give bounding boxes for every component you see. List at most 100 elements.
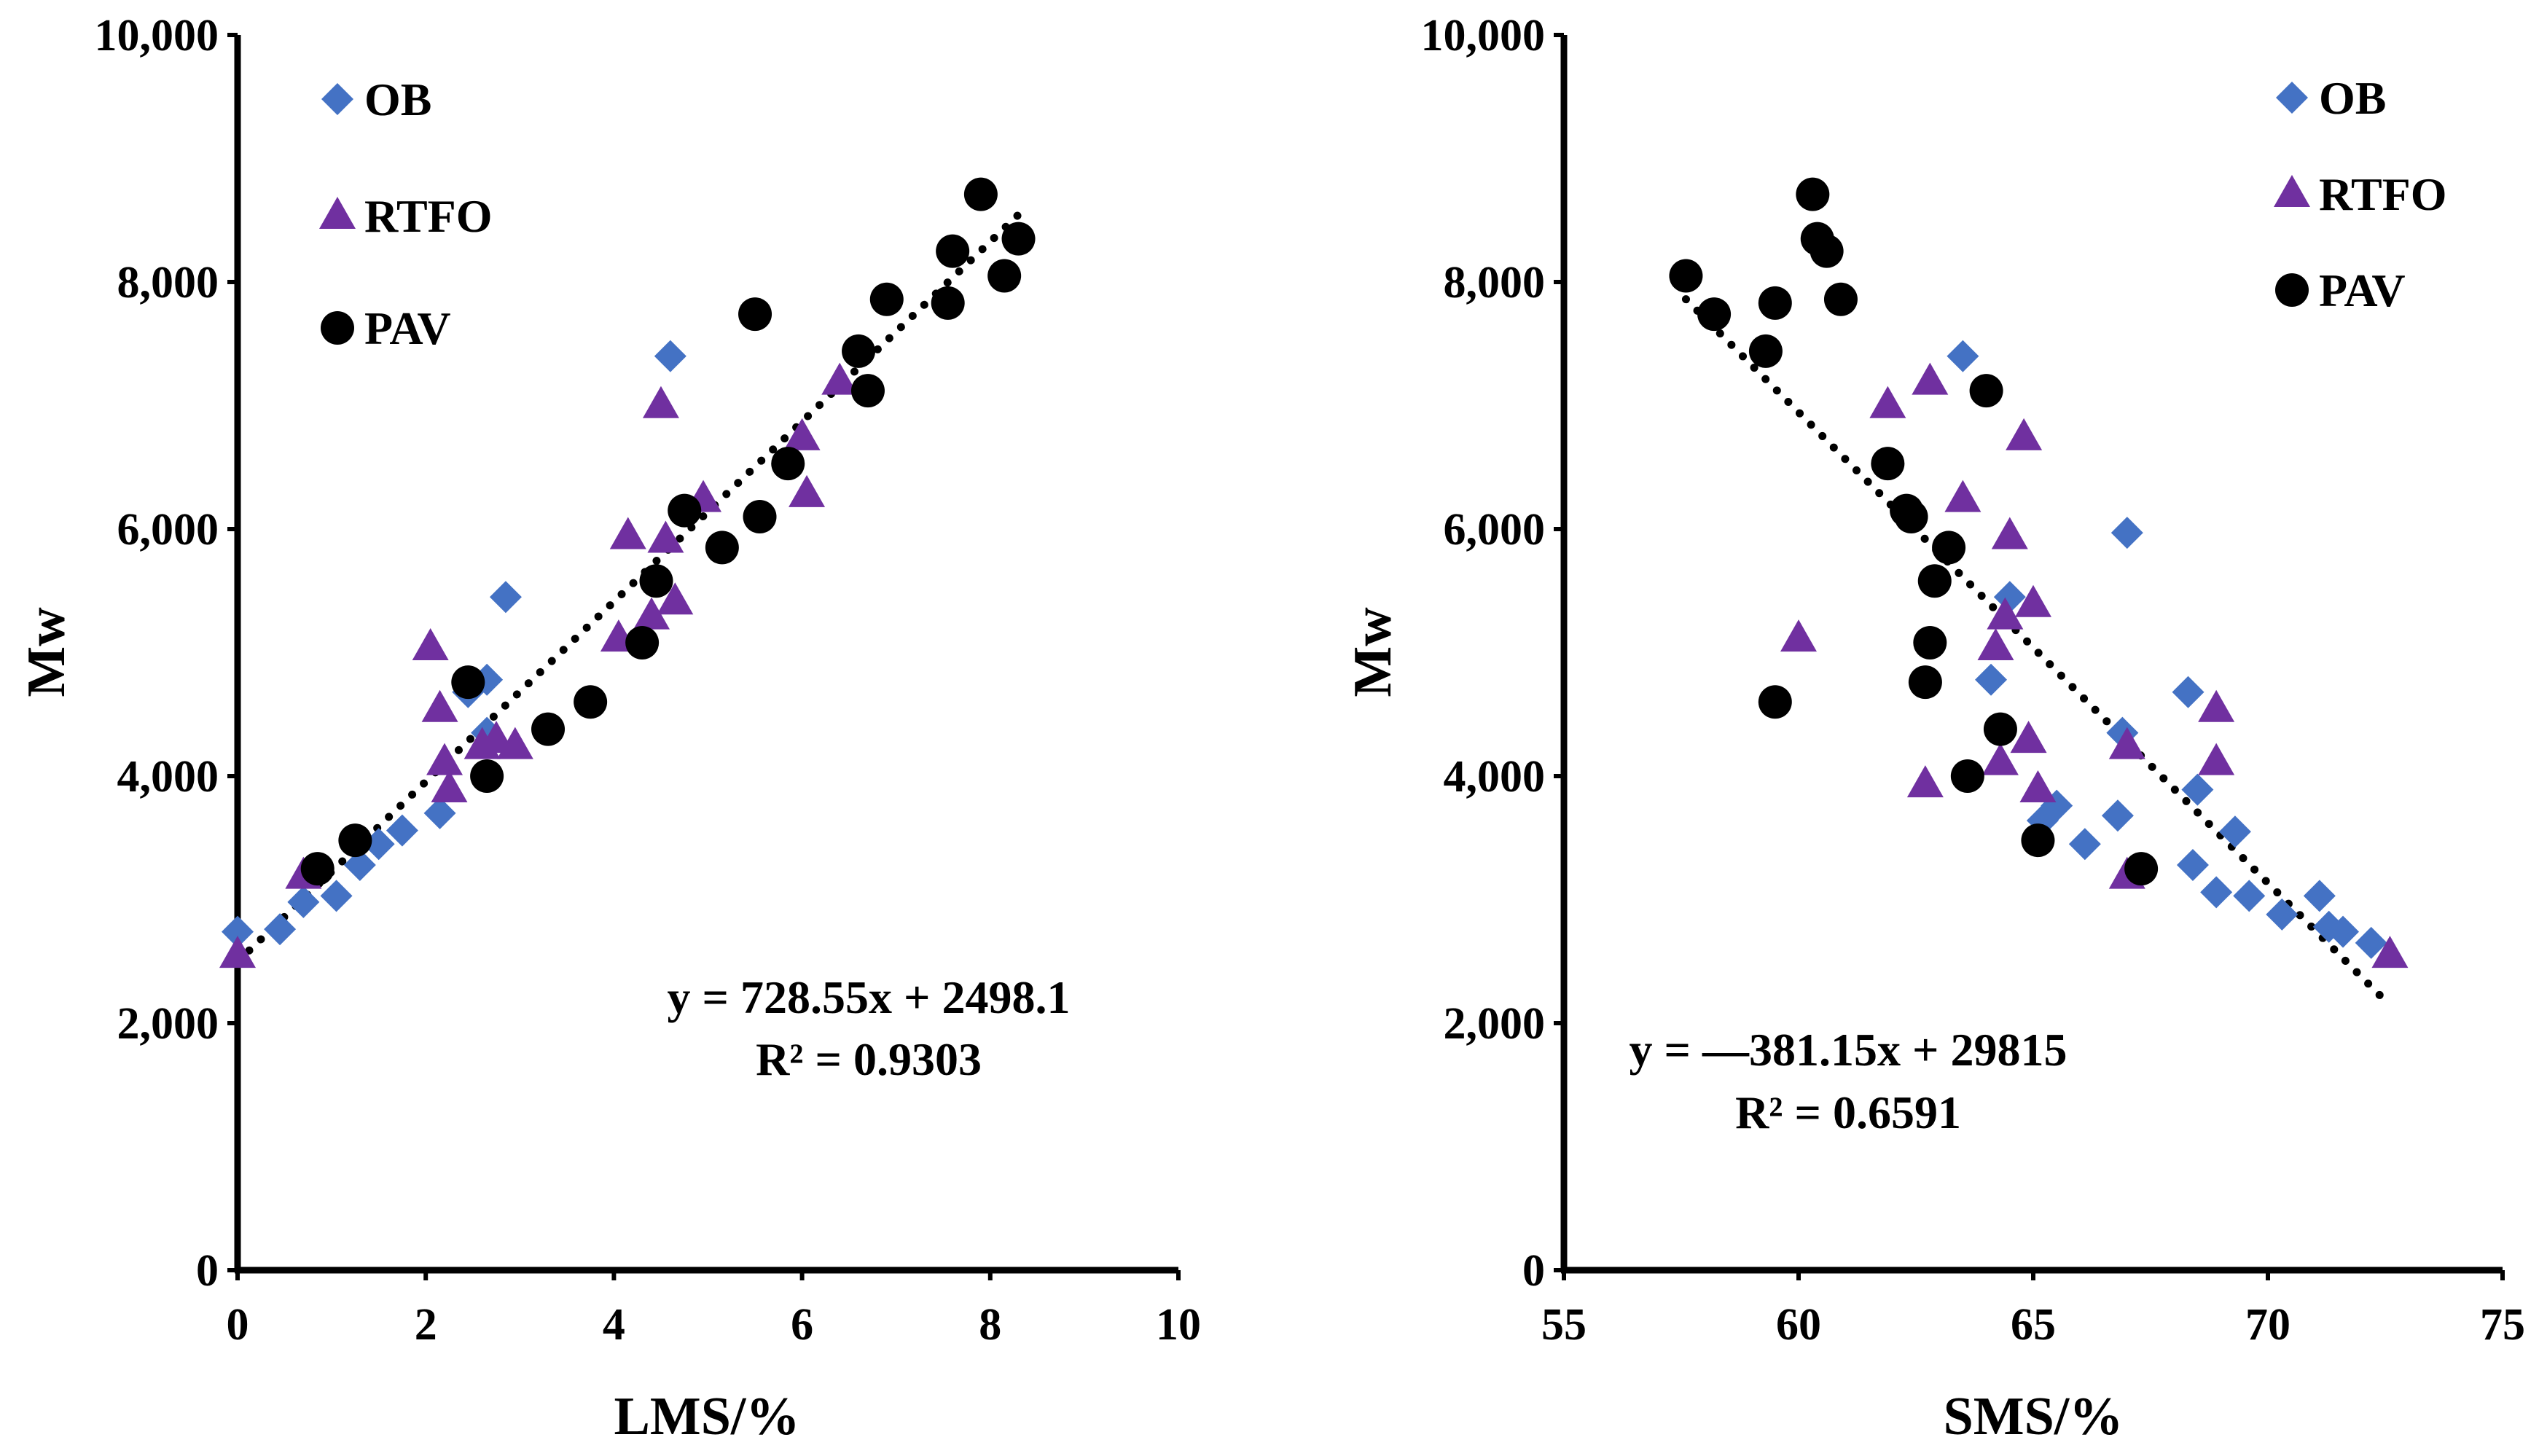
left-pav-point xyxy=(936,234,970,268)
left-legend-triangle-icon xyxy=(319,197,356,229)
left-x-tick-label: 8 xyxy=(979,1300,1001,1350)
left-y-tick-label: 6,000 xyxy=(117,505,219,555)
right-rtfo-point xyxy=(2198,743,2235,775)
left-ob-point xyxy=(222,915,254,948)
right-ob-point xyxy=(2110,517,2143,549)
left-y-ticks: 0 2,000 4,000 6,000 8,000 10,000 xyxy=(95,11,238,1296)
right-pav-point xyxy=(1908,665,1942,700)
left-rtfo-point xyxy=(633,597,670,630)
right-legend-label-ob: OB xyxy=(2319,72,2386,124)
right-x-tick-label: 70 xyxy=(2245,1300,2290,1350)
left-rtfo-point xyxy=(789,474,826,507)
left-y-tick-label: 4,000 xyxy=(117,752,219,802)
left-ob-point xyxy=(423,797,456,829)
right-pav-point xyxy=(1917,564,1952,598)
right-pav-point xyxy=(1950,759,1984,793)
left-pav-point xyxy=(771,447,805,481)
right-pav-point xyxy=(1894,500,1928,534)
left-pav-point xyxy=(738,297,772,332)
left-x-axis-title: LMS/% xyxy=(614,1387,800,1447)
right-r-squared: R² = 0.6591 xyxy=(1735,1087,1961,1138)
right-ob-point xyxy=(2181,773,2214,806)
left-legend-label-ob: OB xyxy=(364,74,431,125)
right-rtfo-point xyxy=(2015,584,2051,617)
right-rtfo-point xyxy=(1906,765,1944,798)
left-ob-point xyxy=(320,880,353,912)
left-pav-point xyxy=(531,712,566,746)
right-y-tick-label: 0 xyxy=(1522,1246,1545,1296)
left-rtfo-point xyxy=(609,517,646,549)
right-ob-point xyxy=(2176,849,2209,882)
right-x-tick-label: 55 xyxy=(1541,1300,1587,1350)
left-r-squared: R² = 0.9303 xyxy=(756,1033,982,1085)
right-rtfo-point xyxy=(2198,689,2235,722)
left-rtfo-point xyxy=(821,362,858,395)
left-legend: OB RTFO PAV xyxy=(319,74,493,354)
right-rtfo-point xyxy=(2371,936,2409,968)
right-rtfo-point xyxy=(1991,517,2028,549)
right-legend-marker-ob xyxy=(2276,82,2308,114)
right-rtfo-point xyxy=(1780,619,1817,652)
right-ob-point xyxy=(1947,340,1979,372)
left-pav-point xyxy=(931,286,965,320)
right-pav-point xyxy=(2021,823,2055,858)
left-legend-label-rtfo: RTFO xyxy=(364,190,493,242)
left-pav-point xyxy=(300,852,335,886)
right-ob-point xyxy=(1975,663,2008,696)
right-rtfo-point xyxy=(1869,385,1906,418)
left-rtfo-point xyxy=(642,385,679,418)
right-legend-label-pav: PAV xyxy=(2319,265,2406,316)
left-ob-point xyxy=(287,885,320,918)
left-legend-marker-rtfo xyxy=(319,197,356,229)
left-legend-marker-ob xyxy=(321,83,353,115)
left-pav-point xyxy=(639,564,673,598)
left-x-tick-label: 10 xyxy=(1156,1300,1201,1350)
right-ob-point xyxy=(2355,926,2387,959)
right-pav-point xyxy=(1758,685,1792,719)
right-ob-point xyxy=(2303,880,2336,912)
left-pav-point xyxy=(625,625,660,659)
right-pav-point xyxy=(1932,531,1966,565)
left-rtfo-point xyxy=(657,582,694,615)
right-ob-point xyxy=(2327,915,2360,948)
right-x-tick-label: 75 xyxy=(2480,1300,2525,1350)
right-rtfo-point xyxy=(2010,721,2047,754)
right-legend-marker-rtfo xyxy=(2274,175,2310,207)
left-x-tick-label: 2 xyxy=(415,1300,437,1350)
left-rtfo-point xyxy=(496,727,533,759)
left-rtfo-point xyxy=(431,770,468,802)
left-pav-point xyxy=(842,334,876,368)
right-pav-point xyxy=(2124,852,2159,886)
left-pav-point xyxy=(869,282,904,316)
right-ob-point xyxy=(2101,799,2134,832)
right-pav-point xyxy=(1758,286,1792,320)
right-rtfo-point xyxy=(2006,418,2043,450)
left-pav-point xyxy=(470,759,504,793)
right-trendline-layer xyxy=(1681,295,2394,1010)
left-rtfo-point xyxy=(421,689,458,722)
left-rtfo-point xyxy=(412,628,449,661)
left-pav-point xyxy=(338,823,372,858)
left-legend-label-pav: PAV xyxy=(364,302,451,354)
right-legend-diamond-icon xyxy=(2276,82,2308,114)
left-x-tick-label: 4 xyxy=(603,1300,625,1350)
left-scatter-chart: 0 2,000 4,000 6,000 8,000 10,000 0 2 4 6 8 10 LMS/… xyxy=(17,11,1201,1447)
left-rtfo-point xyxy=(783,418,821,450)
left-pav-point xyxy=(574,685,608,719)
left-x-ticks: 0 2 4 6 8 10 xyxy=(227,1270,1201,1350)
left-ob-point xyxy=(343,849,376,882)
left-legend-marker-pav xyxy=(321,311,354,345)
right-scatter-chart: 0 2,000 4,000 6,000 8,000 10,000 55 60 65 70 75 S… xyxy=(1343,11,2525,1447)
right-rtfo-point xyxy=(1977,628,2014,661)
right-pav-point xyxy=(1969,374,2003,408)
left-x-tick-label: 6 xyxy=(791,1300,813,1350)
right-rtfo-point xyxy=(1981,743,2019,775)
left-legend-circle-icon xyxy=(321,311,354,345)
right-pav-point xyxy=(1697,297,1732,332)
right-pav-point xyxy=(1871,447,1905,481)
right-y-tick-label: 6,000 xyxy=(1444,505,1546,555)
left-pav-point xyxy=(451,665,485,700)
left-y-axis-title: Mw xyxy=(17,607,77,697)
left-pav-point xyxy=(668,493,702,528)
